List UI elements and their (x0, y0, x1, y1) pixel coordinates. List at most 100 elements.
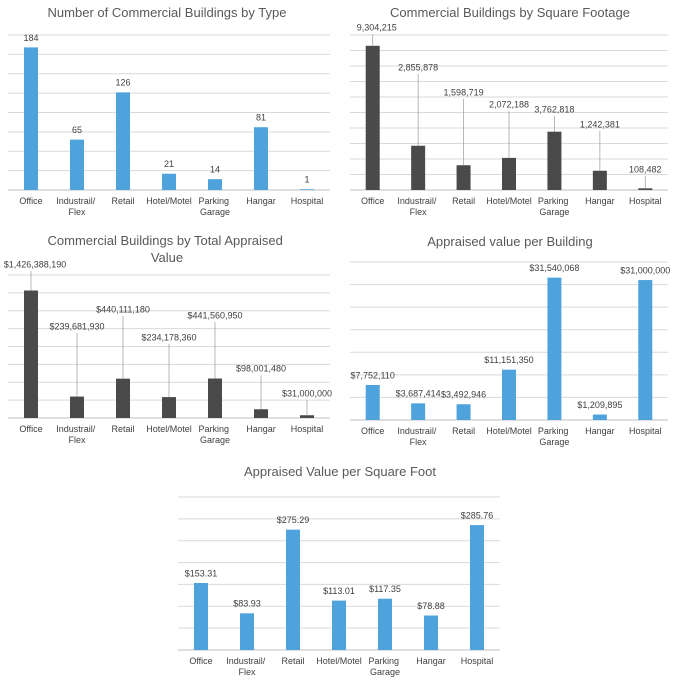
data-label: $113.01 (323, 586, 355, 596)
data-label: $83.93 (233, 599, 261, 609)
x-tick-label: Hotel/Motel (486, 196, 532, 206)
data-label: 2,855,878 (398, 62, 438, 72)
bar (116, 92, 130, 190)
data-label: 65 (72, 125, 82, 135)
x-tick-label: Parking Garage (198, 424, 231, 445)
x-tick-label: Parking Garage (198, 196, 231, 217)
bar (470, 525, 484, 650)
x-tick-label: Industrail/ Flex (56, 196, 98, 217)
data-label: $440,111,180 (96, 304, 150, 314)
chart-title: Number of Commercial Buildings by Type (48, 5, 287, 20)
bar (162, 397, 176, 418)
x-tick-label: Hotel/Motel (146, 196, 192, 206)
x-tick-label: Office (361, 426, 384, 436)
x-tick-label: Parking Garage (368, 656, 401, 677)
x-tick-label: Hangar (416, 656, 446, 666)
x-tick-label: Hospital (291, 196, 324, 206)
x-tick-label: Office (19, 424, 42, 434)
x-tick-label: Industrail/ Flex (226, 656, 268, 677)
bar (592, 170, 607, 190)
bar (638, 188, 653, 190)
bar (70, 396, 84, 418)
x-tick-label: Hospital (629, 196, 662, 206)
data-label: $234,178,360 (141, 332, 196, 342)
x-tick-label: Retail (452, 196, 475, 206)
x-tick-label: Hangar (246, 424, 276, 434)
data-label: 9,304,215 (357, 22, 397, 32)
x-tick-label: Retail (281, 656, 304, 666)
data-label: 1,598,719 (444, 87, 484, 97)
data-label: $78.88 (417, 601, 445, 611)
x-tick-label: Industrail/ Flex (397, 426, 439, 447)
chart: Commercial Buildings by Square Footage 9,… (350, 5, 668, 217)
bar (456, 404, 471, 420)
bar (24, 290, 38, 418)
data-label: $7,752,110 (351, 370, 395, 380)
bar (208, 179, 222, 190)
x-tick-label: Hangar (585, 196, 615, 206)
data-label: $117.35 (369, 584, 401, 594)
data-label: $1,209,895 (577, 400, 622, 410)
x-tick-label: Retail (111, 196, 134, 206)
bar (592, 414, 607, 420)
bar (547, 277, 562, 420)
data-label: 1,242,381 (580, 119, 620, 129)
x-tick-label: Hangar (585, 426, 615, 436)
chart: Appraised value per Building $7,752,110 Of… (350, 234, 670, 447)
bar (502, 369, 516, 420)
data-label: $3,492,946 (441, 390, 486, 400)
x-tick-label: Parking Garage (538, 426, 571, 447)
x-tick-label: Office (361, 196, 384, 206)
x-tick-label: Hospital (461, 656, 494, 666)
data-label: 21 (164, 159, 174, 169)
bar (240, 613, 254, 650)
data-label: 126 (115, 78, 130, 88)
data-label: $1,426,388,190 (4, 259, 67, 269)
chart: Commercial Buildings by Total Appraised … (4, 233, 332, 445)
bar (286, 529, 300, 650)
x-tick-label: Hotel/Motel (146, 424, 192, 434)
x-tick-label: Hotel/Motel (486, 426, 532, 436)
bar (365, 45, 380, 190)
bar (638, 280, 653, 420)
data-label: $239,681,930 (49, 321, 104, 331)
x-tick-label: Retail (111, 424, 134, 434)
data-label: $31,540,068 (529, 263, 579, 273)
x-tick-label: Hangar (246, 196, 276, 206)
x-tick-label: Hospital (629, 426, 662, 436)
x-tick-label: Industrail/ Flex (56, 424, 98, 445)
bar (70, 139, 84, 190)
chart-title: Appraised Value per Square Foot (244, 464, 436, 479)
bar (116, 378, 130, 418)
data-label: $3,687,414 (396, 389, 441, 399)
data-label: $31,000,000 (620, 265, 670, 275)
bar (254, 127, 268, 190)
bar (162, 173, 176, 190)
bar (378, 598, 392, 650)
bar (332, 600, 346, 650)
x-tick-label: Office (19, 196, 42, 206)
bar (411, 145, 426, 190)
data-label: $275.29 (277, 515, 310, 525)
x-tick-label: Office (189, 656, 212, 666)
bar (194, 582, 208, 650)
chart-title: Appraised value per Building (427, 234, 593, 249)
x-tick-label: Industrail/ Flex (397, 196, 439, 217)
data-label: $153.31 (185, 568, 218, 578)
x-tick-label: Hotel/Motel (316, 656, 362, 666)
chart: Number of Commercial Buildings by Type 18… (8, 5, 330, 217)
data-label: 14 (210, 165, 220, 175)
data-label: $98,001,480 (236, 363, 286, 373)
bar (300, 189, 314, 190)
data-label: $31,000,000 (282, 388, 332, 398)
data-label: 108,482 (629, 164, 662, 174)
chart: Appraised Value per Square Foot $153.31 Of… (178, 464, 500, 677)
bar (300, 415, 314, 418)
x-tick-label: Retail (452, 426, 475, 436)
data-label: 184 (23, 33, 38, 43)
bar (208, 378, 222, 418)
chart-title: Commercial Buildings by Total Appraised … (48, 233, 287, 265)
x-tick-label: Hospital (291, 424, 324, 434)
data-label: 1 (304, 175, 309, 185)
